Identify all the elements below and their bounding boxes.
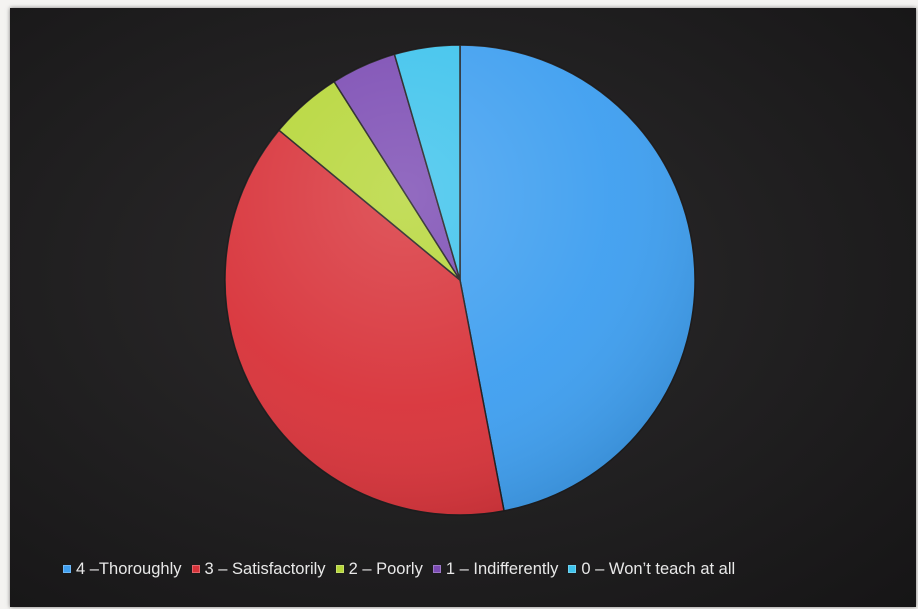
legend-item-poorly: 2 – Poorly [335,559,423,579]
legend-swatch [568,565,577,573]
legend-item-wont-teach: 0 – Won’t teach at all [568,560,735,579]
legend-swatch [63,565,71,573]
legend-item-thoroughly: 4 –Thoroughly [63,560,182,579]
legend-swatch [432,565,441,573]
chart-legend: 4 –Thoroughly 3 – Satisfactorily 2 – Poo… [63,555,903,583]
legend-label: 1 – Indifferently [445,559,559,578]
legend-swatch [335,565,344,573]
legend-label: 2 – Poorly [348,559,423,578]
legend-item-indifferently: 1 – Indifferently [432,559,559,579]
legend-label: 4 –Thoroughly [76,559,182,578]
legend-item-satisfactorily: 3 – Satisfactorily [191,559,326,579]
legend-swatch [191,565,200,573]
legend-label: 3 – Satisfactorily [204,559,326,578]
pie-slices [224,44,696,516]
pie-slice-thoroughly [459,44,696,512]
legend-label: 0 – Won’t teach at all [581,559,736,578]
